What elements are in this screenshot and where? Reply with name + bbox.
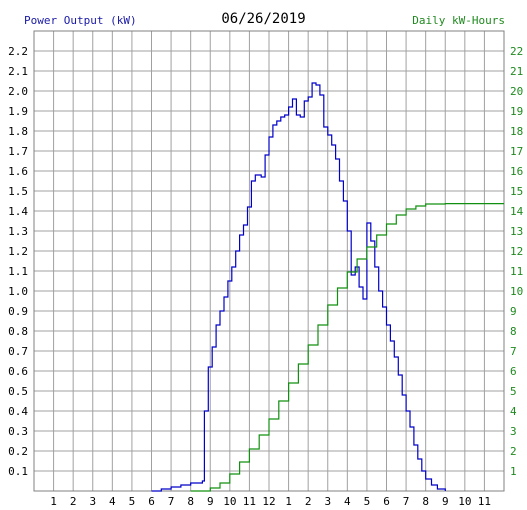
x-tick-label: 12: [262, 495, 275, 508]
y-right-tick-label: 1: [510, 465, 517, 478]
y-right-tick-label: 8: [510, 325, 517, 338]
y-right-tick-label: 14: [510, 205, 524, 218]
y-left-tick-label: 1.7: [8, 145, 28, 158]
x-tick-label: 2: [305, 495, 312, 508]
y-left-tick-label: 0.5: [8, 385, 28, 398]
y-left-tick-label: 1.1: [8, 265, 28, 278]
y-right-tick-label: 10: [510, 285, 523, 298]
y-left-tick-label: 0.7: [8, 345, 28, 358]
right-axis-label: Daily kW-Hours: [412, 14, 505, 27]
y-left-tick-label: 1.4: [8, 205, 28, 218]
y-right-tick-label: 6: [510, 365, 517, 378]
y-right-tick-label: 11: [510, 265, 523, 278]
x-tick-label: 6: [148, 495, 155, 508]
y-right-tick-label: 20: [510, 85, 523, 98]
y-left-tick-label: 0.9: [8, 305, 28, 318]
y-right-tick-label: 3: [510, 425, 517, 438]
daily-kwh-line: [190, 203, 504, 492]
power-output-line: [151, 82, 446, 492]
y-left-tick-label: 2.0: [8, 85, 28, 98]
y-right-tick-label: 7: [510, 345, 517, 358]
y-left-tick-label: 0.2: [8, 445, 28, 458]
x-tick-label: 7: [168, 495, 175, 508]
x-tick-label: 11: [478, 495, 491, 508]
x-tick-label: 1: [285, 495, 292, 508]
left-axis-label: Power Output (kW): [24, 14, 137, 27]
x-tick-label: 2: [70, 495, 77, 508]
x-tick-label: 1: [50, 495, 57, 508]
x-tick-label: 5: [129, 495, 136, 508]
y-left-tick-label: 1.2: [8, 245, 28, 258]
x-tick-label: 10: [458, 495, 471, 508]
y-right-tick-label: 4: [510, 405, 517, 418]
x-tick-label: 8: [422, 495, 429, 508]
y-left-tick-label: 0.4: [8, 405, 28, 418]
y-right-tick-label: 22: [510, 45, 523, 58]
y-right-tick-label: 5: [510, 385, 517, 398]
y-right-tick-label: 19: [510, 105, 523, 118]
y-left-tick-label: 2.2: [8, 45, 28, 58]
y-right-tick-label: 9: [510, 305, 517, 318]
x-tick-label: 9: [207, 495, 214, 508]
y-left-tick-label: 0.1: [8, 465, 28, 478]
y-left-tick-label: 1.5: [8, 185, 28, 198]
y-left-tick-label: 2.1: [8, 65, 28, 78]
x-tick-label: 10: [223, 495, 236, 508]
x-tick-label: 3: [324, 495, 331, 508]
y-right-tick-label: 17: [510, 145, 523, 158]
x-tick-label: 6: [383, 495, 390, 508]
y-left-tick-label: 1.6: [8, 165, 28, 178]
y-left-tick-label: 1.9: [8, 105, 28, 118]
y-left-tick-label: 0.8: [8, 325, 28, 338]
x-tick-label: 8: [187, 495, 194, 508]
y-left-tick-label: 0.3: [8, 425, 28, 438]
y-left-tick-label: 1.0: [8, 285, 28, 298]
y-right-tick-label: 2: [510, 445, 517, 458]
y-right-tick-label: 21: [510, 65, 523, 78]
y-right-tick-label: 13: [510, 225, 523, 238]
chart-title: 06/26/2019: [221, 11, 306, 27]
y-left-tick-label: 0.6: [8, 365, 28, 378]
y-right-tick-label: 15: [510, 185, 523, 198]
x-tick-label: 3: [89, 495, 96, 508]
x-tick-label: 9: [442, 495, 449, 508]
y-right-tick-label: 16: [510, 165, 523, 178]
x-tick-label: 5: [364, 495, 371, 508]
y-left-tick-label: 1.3: [8, 225, 28, 238]
plot-frame: [33, 30, 505, 492]
y-left-tick-label: 1.8: [8, 125, 28, 138]
y-right-tick-label: 18: [510, 125, 523, 138]
x-tick-label: 4: [344, 495, 351, 508]
x-tick-label: 7: [403, 495, 410, 508]
x-tick-label: 4: [109, 495, 116, 508]
x-tick-label: 11: [243, 495, 256, 508]
y-right-tick-label: 12: [510, 245, 523, 258]
